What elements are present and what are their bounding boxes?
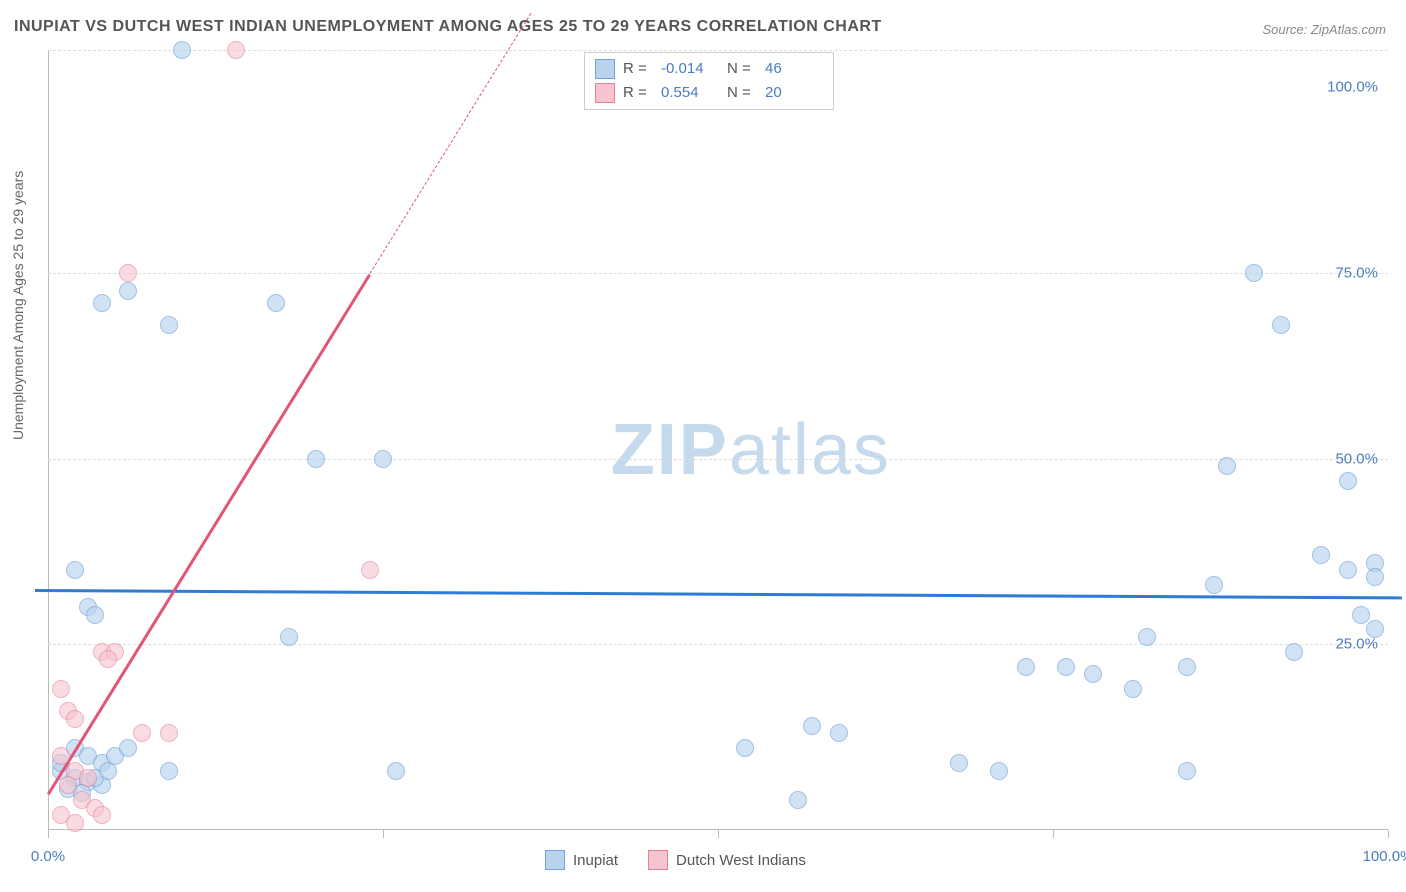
data-point — [52, 747, 70, 765]
y-axis-label: Unemployment Among Ages 25 to 29 years — [10, 171, 26, 440]
correlation-legend: R = -0.014 N = 46 R = 0.554 N = 20 — [584, 52, 834, 110]
series-legend-label: Dutch West Indians — [676, 852, 806, 869]
data-point — [52, 680, 70, 698]
data-point — [93, 806, 111, 824]
legend-r-label: R = — [623, 57, 653, 81]
legend-n-value: 20 — [765, 81, 823, 105]
trend-line-extrapolation — [369, 13, 531, 274]
data-point — [160, 724, 178, 742]
data-point — [173, 41, 191, 59]
data-point — [1285, 643, 1303, 661]
data-point — [1339, 561, 1357, 579]
trend-line — [35, 589, 1402, 599]
watermark-light: atlas — [729, 410, 891, 490]
data-point — [66, 710, 84, 728]
legend-r-label: R = — [623, 81, 653, 105]
data-point — [1017, 658, 1035, 676]
legend-swatch — [595, 59, 615, 79]
data-point — [1312, 546, 1330, 564]
series-legend-label: Inupiat — [573, 852, 618, 869]
data-point — [830, 724, 848, 742]
data-point — [374, 450, 392, 468]
y-axis-line — [48, 50, 49, 830]
x-tick-label: 100.0% — [1363, 848, 1406, 865]
data-point — [93, 294, 111, 312]
data-point — [119, 739, 137, 757]
data-point — [990, 762, 1008, 780]
data-point — [1245, 264, 1263, 282]
legend-n-label: N = — [727, 57, 757, 81]
gridline — [48, 644, 1388, 645]
trend-line — [47, 273, 371, 794]
data-point — [361, 561, 379, 579]
data-point — [119, 264, 137, 282]
series-legend: Inupiat Dutch West Indians — [545, 850, 806, 870]
legend-swatch — [648, 850, 668, 870]
data-point — [1352, 606, 1370, 624]
data-point — [133, 724, 151, 742]
legend-swatch — [595, 83, 615, 103]
data-point — [59, 776, 77, 794]
data-point — [387, 762, 405, 780]
data-point — [1178, 658, 1196, 676]
data-point — [79, 769, 97, 787]
data-point — [1057, 658, 1075, 676]
x-tick-mark — [383, 830, 384, 838]
legend-row: R = 0.554 N = 20 — [595, 81, 823, 105]
data-point — [307, 450, 325, 468]
x-tick-mark — [1388, 830, 1389, 838]
data-point — [66, 561, 84, 579]
data-point — [1138, 628, 1156, 646]
data-point — [227, 41, 245, 59]
watermark-bold: ZIP — [611, 410, 729, 490]
scatter-plot-area: ZIPatlas R = -0.014 N = 46 R = 0.554 N = 20 25.… — [48, 50, 1388, 830]
data-point — [280, 628, 298, 646]
data-point — [1084, 665, 1102, 683]
data-point — [789, 791, 807, 809]
x-tick-mark — [1053, 830, 1054, 838]
legend-n-value: 46 — [765, 57, 823, 81]
data-point — [66, 814, 84, 832]
gridline — [48, 50, 1388, 51]
chart-title: INUPIAT VS DUTCH WEST INDIAN UNEMPLOYMEN… — [14, 18, 882, 36]
data-point — [803, 717, 821, 735]
x-tick-mark — [48, 830, 49, 838]
legend-r-value: 0.554 — [661, 81, 719, 105]
data-point — [99, 650, 117, 668]
series-legend-item: Dutch West Indians — [648, 850, 806, 870]
legend-n-label: N = — [727, 81, 757, 105]
legend-r-value: -0.014 — [661, 57, 719, 81]
data-point — [1124, 680, 1142, 698]
x-tick-mark — [718, 830, 719, 838]
y-tick-label: 50.0% — [1335, 450, 1378, 467]
data-point — [1218, 457, 1236, 475]
legend-row: R = -0.014 N = 46 — [595, 57, 823, 81]
x-tick-label: 0.0% — [31, 848, 65, 865]
source-attribution: Source: ZipAtlas.com — [1262, 22, 1386, 37]
watermark: ZIPatlas — [611, 409, 891, 491]
y-tick-label: 100.0% — [1327, 79, 1378, 96]
data-point — [119, 282, 137, 300]
data-point — [736, 739, 754, 757]
data-point — [160, 762, 178, 780]
series-legend-item: Inupiat — [545, 850, 618, 870]
data-point — [1366, 568, 1384, 586]
data-point — [1366, 620, 1384, 638]
gridline — [48, 459, 1388, 460]
data-point — [86, 606, 104, 624]
data-point — [160, 316, 178, 334]
y-tick-label: 75.0% — [1335, 264, 1378, 281]
gridline — [48, 273, 1388, 274]
data-point — [267, 294, 285, 312]
legend-swatch — [545, 850, 565, 870]
data-point — [1339, 472, 1357, 490]
data-point — [950, 754, 968, 772]
data-point — [1178, 762, 1196, 780]
data-point — [1205, 576, 1223, 594]
y-tick-label: 25.0% — [1335, 636, 1378, 653]
data-point — [1272, 316, 1290, 334]
